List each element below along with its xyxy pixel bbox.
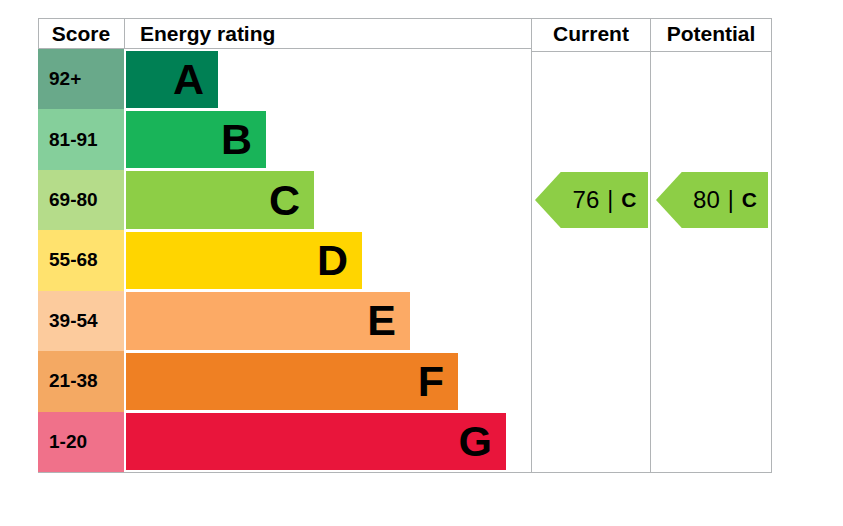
score-range-d: 55-68: [38, 230, 124, 290]
rating-bar-d: D: [126, 232, 362, 289]
rating-letter-b: B: [221, 118, 252, 161]
rating-letter-d: D: [317, 239, 348, 282]
band-row-b: 81-91 B: [38, 109, 531, 169]
score-header-right-border: [124, 18, 125, 49]
current-rating-arrow: 76 | C: [535, 172, 648, 228]
rating-letter-a: A: [173, 58, 204, 101]
rating-bar-e: E: [126, 292, 410, 349]
score-range-c: 69-80: [38, 170, 124, 230]
rating-letter-f: F: [418, 360, 444, 403]
current-band-letter: C: [621, 188, 636, 212]
score-column-header: Score: [38, 18, 124, 49]
rating-bar-a: A: [126, 51, 218, 108]
energy-rating-bands: 92+ A 81-91 B 69-80 C 55-68 D 39-54 E 21-38 F 1-20 G: [38, 49, 531, 472]
table-right-border: [771, 18, 772, 473]
score-range-g: 1-20: [38, 412, 124, 472]
rating-bar-f: F: [126, 353, 458, 410]
rating-bar-g: G: [126, 413, 506, 470]
header-underline-right: [531, 51, 772, 52]
band-row-d: 55-68 D: [38, 230, 531, 290]
current-column-header: Current: [532, 18, 650, 49]
band-row-f: 21-38 F: [38, 351, 531, 411]
band-row-c: 69-80 C: [38, 170, 531, 230]
band-row-a: 92+ A: [38, 49, 531, 109]
current-score-value: 76: [573, 186, 600, 214]
potential-column-header: Potential: [651, 18, 771, 49]
epc-energy-rating-chart: Score Energy rating Current Potential 92…: [0, 0, 843, 526]
band-row-g: 1-20 G: [38, 412, 531, 472]
potential-column-left-border: [650, 18, 651, 473]
rating-bar-c: C: [126, 171, 314, 228]
potential-rating-arrow: 80 | C: [656, 172, 768, 228]
rating-letter-g: G: [459, 420, 492, 463]
rating-letter-e: E: [367, 299, 396, 342]
energy-rating-column-header: Energy rating: [126, 18, 526, 49]
current-column-left-border: [531, 18, 532, 473]
score-range-b: 81-91: [38, 109, 124, 169]
table-bottom-border: [38, 472, 772, 473]
potential-band-letter: C: [742, 188, 757, 212]
potential-separator: |: [728, 187, 734, 214]
rating-bar-b: B: [126, 111, 266, 168]
potential-score-value: 80: [693, 186, 720, 214]
score-range-a: 92+: [38, 49, 124, 109]
band-row-e: 39-54 E: [38, 291, 531, 351]
rating-letter-c: C: [269, 179, 300, 222]
score-range-e: 39-54: [38, 291, 124, 351]
score-range-f: 21-38: [38, 351, 124, 411]
current-separator: |: [607, 187, 613, 214]
